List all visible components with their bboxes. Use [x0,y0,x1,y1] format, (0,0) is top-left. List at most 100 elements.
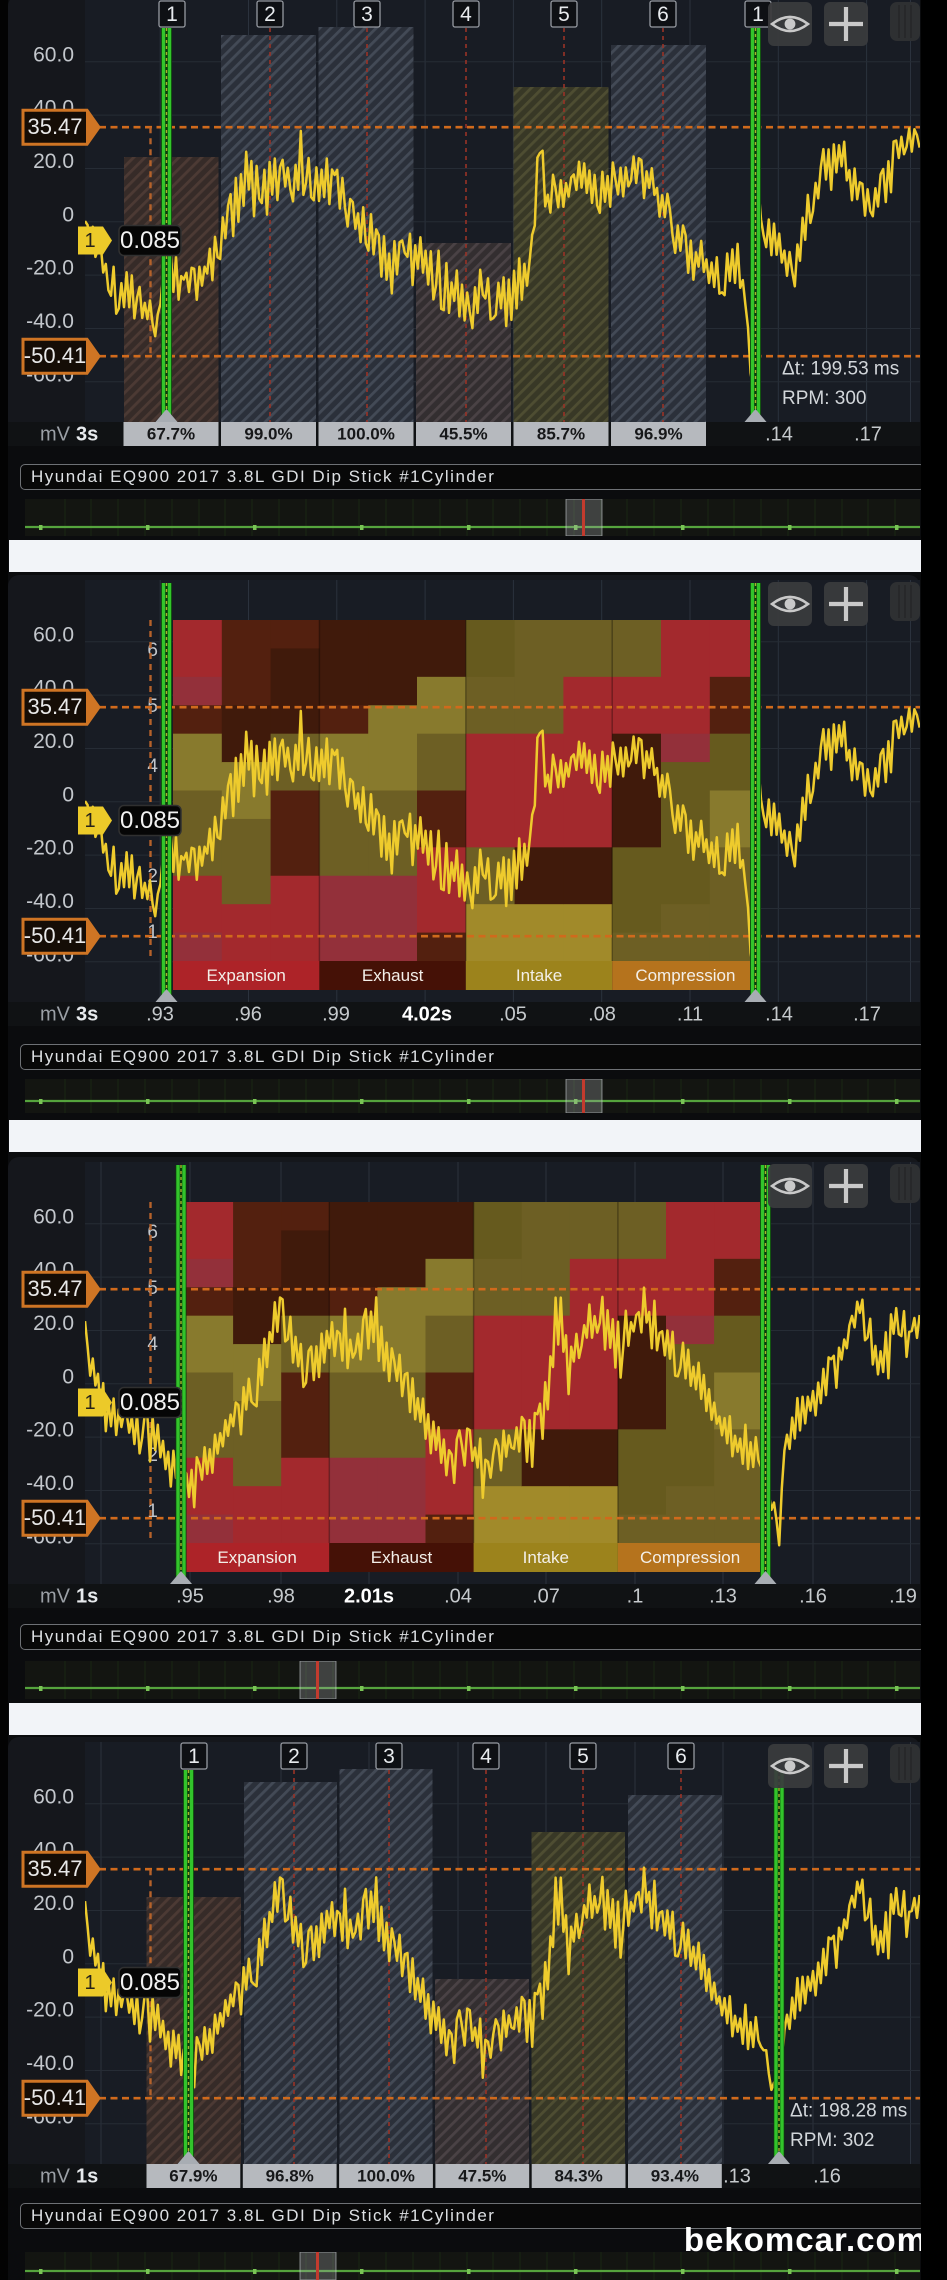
svg-text:-40.0: -40.0 [26,2052,74,2075]
svg-text:-40.0: -40.0 [26,310,74,333]
svg-text:20.0: 20.0 [33,1312,74,1335]
svg-text:0.085: 0.085 [120,807,180,834]
svg-text:.96: .96 [234,1003,262,1025]
svg-text:.14: .14 [765,423,793,445]
svg-text:.11: .11 [677,1003,703,1025]
svg-text:0: 0 [62,1365,74,1388]
svg-text:.17: .17 [854,423,882,445]
svg-text:mV: mV [40,423,71,445]
svg-text:.93: .93 [146,1003,174,1025]
svg-text:.19: .19 [889,1585,917,1607]
svg-text:Compression: Compression [635,966,735,985]
svg-text:45.5%: 45.5% [439,424,487,443]
svg-text:.95: .95 [176,1585,204,1607]
svg-text:6: 6 [147,640,158,661]
svg-text:.1: .1 [627,1585,644,1607]
svg-text:20.0: 20.0 [33,730,74,753]
svg-text:84.3%: 84.3% [554,2166,602,2185]
svg-text:2: 2 [264,3,276,26]
svg-text:60.0: 60.0 [33,1205,74,1228]
svg-text:.17: .17 [853,1003,881,1025]
svg-text:-20.0: -20.0 [26,257,74,280]
svg-text:2: 2 [288,1745,300,1768]
svg-text:96.8%: 96.8% [266,2166,314,2185]
svg-text:.13: .13 [709,1585,737,1607]
svg-text:0: 0 [62,1945,74,1968]
svg-text:mV: mV [40,2165,71,2187]
svg-text:-20.0: -20.0 [26,837,74,860]
svg-text:96.9%: 96.9% [634,424,682,443]
svg-text:-20.0: -20.0 [26,1999,74,2022]
svg-text:.05: .05 [499,1003,527,1025]
svg-text:Δt: 199.53 ms: Δt: 199.53 ms [782,359,899,380]
svg-text:60.0: 60.0 [33,1785,74,1808]
svg-text:1: 1 [84,230,95,252]
svg-text:5: 5 [558,3,570,26]
svg-text:6: 6 [657,3,669,26]
svg-text:35.47: 35.47 [27,1276,82,1301]
svg-text:3s: 3s [76,1003,98,1025]
svg-text:100.0%: 100.0% [337,424,395,443]
svg-text:2.01s: 2.01s [344,1585,394,1607]
svg-text:60.0: 60.0 [33,623,74,646]
svg-text:mV: mV [40,1003,71,1025]
svg-text:Expansion: Expansion [207,966,286,985]
svg-text:0.085: 0.085 [120,1969,180,1996]
svg-text:6: 6 [675,1745,687,1768]
svg-text:-40.0: -40.0 [26,890,74,913]
svg-text:1: 1 [188,1745,200,1768]
svg-text:1: 1 [84,1392,95,1414]
svg-text:0.085: 0.085 [120,1389,180,1416]
svg-text:-50.41: -50.41 [24,343,86,368]
svg-text:1: 1 [84,810,95,832]
svg-text:35.47: 35.47 [27,1856,82,1881]
svg-text:Exhaust: Exhaust [371,1548,433,1567]
svg-text:2: 2 [147,1445,158,1466]
svg-text:Expansion: Expansion [217,1548,296,1567]
svg-text:5: 5 [147,696,158,717]
svg-text:-40.0: -40.0 [26,1472,74,1495]
svg-text:.08: .08 [588,1003,616,1025]
svg-text:.04: .04 [444,1585,472,1607]
svg-text:67.9%: 67.9% [169,2166,217,2185]
svg-text:0: 0 [62,783,74,806]
svg-text:Intake: Intake [516,966,562,985]
svg-text:5: 5 [577,1745,589,1768]
svg-text:1: 1 [166,3,178,26]
svg-text:.07: .07 [532,1585,560,1607]
svg-text:1: 1 [84,1972,95,1994]
svg-text:1s: 1s [76,2165,98,2187]
svg-text:0.085: 0.085 [120,227,180,254]
svg-text:mV: mV [40,1585,71,1607]
svg-text:5: 5 [147,1278,158,1299]
svg-text:93.4%: 93.4% [651,2166,699,2185]
svg-text:1: 1 [147,922,158,943]
svg-text:Intake: Intake [523,1548,569,1567]
svg-text:4: 4 [460,3,472,26]
svg-text:99.0%: 99.0% [244,424,292,443]
svg-text:RPM: 302: RPM: 302 [790,2130,874,2151]
svg-text:-50.41: -50.41 [24,2085,86,2110]
svg-text:.99: .99 [322,1003,350,1025]
svg-text:.98: .98 [267,1585,295,1607]
svg-text:Δt: 198.28 ms: Δt: 198.28 ms [790,2101,907,2122]
svg-text:0: 0 [62,203,74,226]
svg-text:-20.0: -20.0 [26,1419,74,1442]
svg-text:47.5%: 47.5% [458,2166,506,2185]
svg-text:.16: .16 [799,1585,827,1607]
svg-text:1: 1 [752,3,764,26]
svg-text:100.0%: 100.0% [357,2166,415,2185]
svg-text:Compression: Compression [640,1548,740,1567]
svg-text:35.47: 35.47 [27,694,82,719]
svg-text:3s: 3s [76,423,98,445]
svg-text:.16: .16 [813,2165,841,2187]
svg-text:.14: .14 [765,1003,793,1025]
svg-text:-50.41: -50.41 [24,1505,86,1530]
svg-text:1s: 1s [76,1585,98,1607]
svg-text:1: 1 [147,1501,158,1522]
svg-text:20.0: 20.0 [33,1892,74,1915]
svg-text:60.0: 60.0 [33,43,74,66]
svg-text:.13: .13 [723,2165,751,2187]
svg-text:-50.41: -50.41 [24,923,86,948]
svg-text:4: 4 [147,1334,158,1355]
